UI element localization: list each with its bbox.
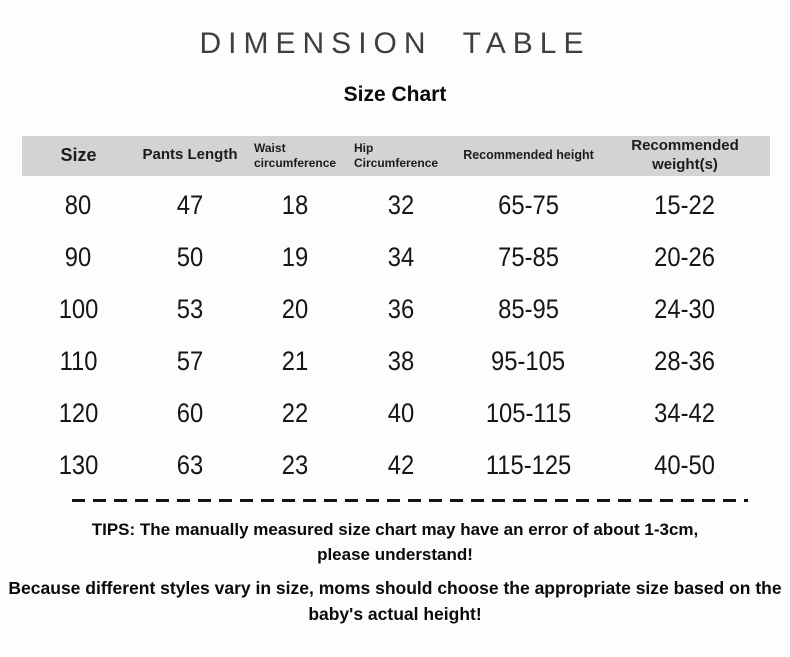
dashed-divider	[72, 498, 748, 502]
table-cell: 90	[65, 242, 92, 272]
table-cell: 120	[58, 398, 99, 428]
column-header: Pants Length	[142, 146, 238, 164]
table-row: 130 63 23 42 115-125 40-50	[22, 440, 770, 492]
table-cell: 38	[387, 346, 415, 376]
table-cell: 34-42	[654, 398, 716, 428]
page-title: DIMENSION TABLE	[199, 27, 591, 60]
table-cell: 50	[176, 242, 204, 272]
table-body: 80 47 18 32 65-75 15-22 90 50 19 34 75-85 20-26 100 5…	[22, 176, 770, 492]
table-cell: 20	[281, 294, 309, 324]
table-cell: 20-26	[654, 242, 716, 272]
table-cell: 40	[387, 398, 415, 428]
column-header: Waist circumference	[254, 140, 337, 170]
table-row: 120 60 22 40 105-115 34-42	[22, 388, 770, 440]
table-cell: 34	[387, 242, 415, 272]
table-cell: 15-22	[654, 190, 716, 220]
table-cell: 40-50	[654, 450, 716, 480]
table-row: 90 50 19 34 75-85 20-26	[22, 232, 770, 284]
column-header: Size	[60, 145, 97, 166]
table-cell: 36	[387, 294, 415, 324]
table-cell: 23	[281, 450, 309, 480]
table-cell: 85-95	[498, 294, 559, 324]
table-cell: 105-115	[485, 398, 572, 428]
table-cell: 47	[176, 190, 204, 220]
column-header: Recommended weight(s)	[631, 136, 739, 173]
size-chart-page: DIMENSION TABLE Size Chart Size Pants Len…	[0, 28, 790, 657]
page-subtitle: Size Chart	[343, 82, 447, 106]
size-table: Size Pants Length Waist circumference Hip C…	[22, 135, 770, 492]
table-cell: 65-75	[498, 190, 559, 220]
table-cell: 19	[281, 242, 309, 272]
table-cell: 75-85	[498, 242, 559, 272]
table-cell: 130	[58, 450, 99, 480]
table-cell: 42	[387, 450, 415, 480]
table-cell: 110	[59, 346, 98, 376]
tip-choose-size: Because different styles vary in size, m…	[8, 577, 782, 624]
table-cell: 28-36	[654, 346, 716, 376]
table-row: 110 57 21 38 95-105 28-36	[22, 336, 770, 388]
table-cell: 80	[65, 190, 92, 220]
table-header-row: Size Pants Length Waist circumference Hip C…	[22, 135, 770, 176]
table-cell: 21	[281, 346, 309, 376]
column-header: Hip Circumference	[354, 140, 439, 170]
table-cell: 115-125	[485, 450, 572, 480]
table-cell: 63	[176, 450, 204, 480]
table-row: 100 53 20 36 85-95 24-30	[22, 284, 770, 336]
table-cell: 100	[58, 294, 99, 324]
table-cell: 24-30	[654, 294, 716, 324]
table-row: 80 47 18 32 65-75 15-22	[22, 180, 770, 232]
table-cell: 95-105	[491, 346, 566, 376]
tip-measurement-error: TIPS: The manually measured size chart m…	[91, 519, 699, 565]
table-cell: 18	[281, 190, 309, 220]
table-cell: 57	[176, 346, 204, 376]
column-header: Recommended height	[463, 147, 594, 162]
table-cell: 22	[281, 398, 309, 428]
table-cell: 53	[176, 294, 204, 324]
table-cell: 60	[176, 398, 204, 428]
table-cell: 32	[387, 190, 415, 220]
